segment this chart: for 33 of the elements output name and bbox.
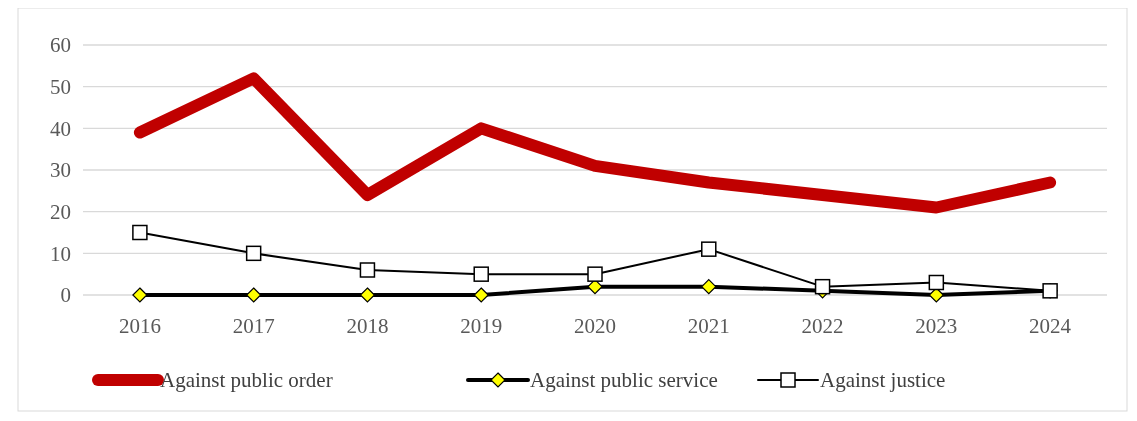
x-tick-label: 2021 — [687, 314, 730, 338]
legend-label: Against justice — [820, 368, 946, 393]
point — [473, 287, 489, 303]
y-tick-label: 50 — [50, 75, 71, 100]
x-tick-label: 2019 — [460, 314, 503, 338]
point — [701, 279, 717, 295]
y-tick-label: 20 — [50, 200, 71, 225]
y-tick-label: 30 — [50, 158, 71, 183]
y-tick-label: 10 — [50, 241, 71, 266]
x-tick-label: 2018 — [346, 314, 389, 338]
point — [814, 278, 831, 295]
point — [132, 287, 148, 303]
x-tick-label: 2020 — [574, 314, 616, 338]
point — [587, 266, 603, 282]
point — [587, 279, 603, 295]
point — [701, 241, 717, 257]
x-tick-label: 2023 — [915, 314, 958, 338]
x-tick-label: 2024 — [1029, 314, 1072, 338]
point — [928, 274, 945, 291]
x-tick-label: 2016 — [118, 314, 161, 338]
point — [246, 287, 262, 303]
y-tick-label: 40 — [50, 116, 71, 141]
point — [359, 287, 376, 303]
point — [132, 224, 148, 241]
legend-label: Against public service — [530, 368, 718, 393]
y-tick-label: 60 — [50, 33, 71, 58]
x-tick-label: 2017 — [232, 314, 275, 338]
y-tick-label: 0 — [60, 283, 71, 308]
point — [359, 262, 376, 278]
point — [473, 266, 489, 282]
x-tick-label: 2022 — [801, 314, 844, 338]
legend-label: Against public order — [160, 368, 333, 393]
point — [245, 245, 262, 262]
